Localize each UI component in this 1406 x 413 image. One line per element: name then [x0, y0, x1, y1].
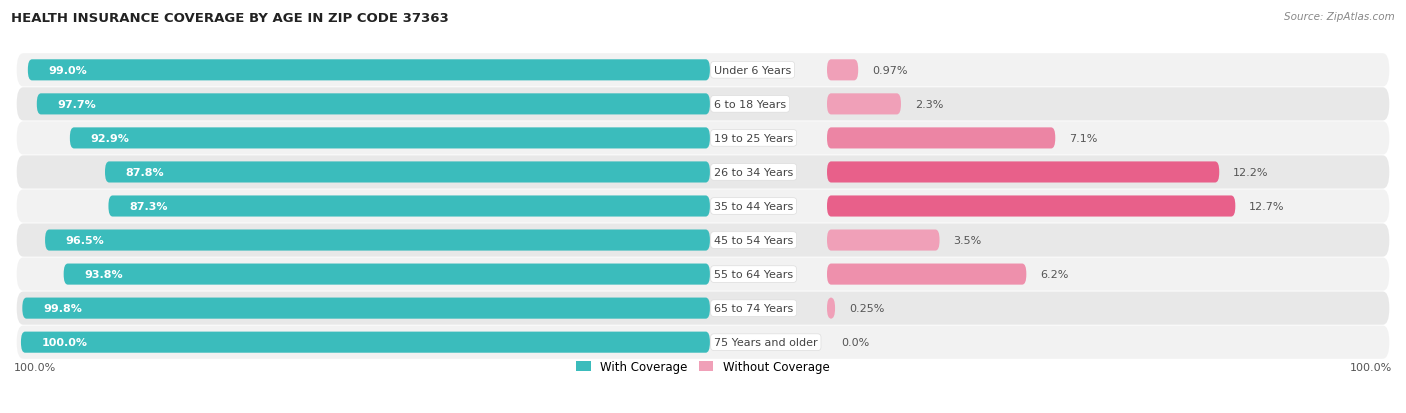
FancyBboxPatch shape [17, 292, 1389, 325]
FancyBboxPatch shape [17, 122, 1389, 155]
FancyBboxPatch shape [21, 332, 710, 353]
FancyBboxPatch shape [827, 230, 939, 251]
Text: 19 to 25 Years: 19 to 25 Years [714, 133, 793, 144]
Text: 12.2%: 12.2% [1233, 168, 1268, 178]
FancyBboxPatch shape [105, 162, 710, 183]
FancyBboxPatch shape [17, 224, 1389, 257]
Text: 99.0%: 99.0% [48, 66, 87, 76]
Text: 92.9%: 92.9% [90, 133, 129, 144]
Text: 100.0%: 100.0% [42, 337, 87, 347]
FancyBboxPatch shape [17, 156, 1389, 189]
FancyBboxPatch shape [17, 88, 1389, 121]
Text: 2.3%: 2.3% [915, 100, 943, 109]
FancyBboxPatch shape [827, 264, 1026, 285]
Text: 87.3%: 87.3% [129, 202, 167, 211]
FancyBboxPatch shape [108, 196, 710, 217]
Text: 0.97%: 0.97% [872, 66, 907, 76]
Text: 6.2%: 6.2% [1040, 269, 1069, 280]
Text: 3.5%: 3.5% [953, 235, 981, 245]
FancyBboxPatch shape [827, 128, 1056, 149]
FancyBboxPatch shape [17, 326, 1389, 359]
Text: 97.7%: 97.7% [58, 100, 96, 109]
Text: 45 to 54 Years: 45 to 54 Years [714, 235, 793, 245]
Text: 75 Years and older: 75 Years and older [714, 337, 818, 347]
Text: 26 to 34 Years: 26 to 34 Years [714, 168, 793, 178]
Text: 87.8%: 87.8% [125, 168, 165, 178]
Text: 99.8%: 99.8% [44, 304, 82, 313]
FancyBboxPatch shape [45, 230, 710, 251]
FancyBboxPatch shape [827, 298, 835, 319]
FancyBboxPatch shape [22, 298, 710, 319]
Text: 12.7%: 12.7% [1249, 202, 1285, 211]
Text: HEALTH INSURANCE COVERAGE BY AGE IN ZIP CODE 37363: HEALTH INSURANCE COVERAGE BY AGE IN ZIP … [11, 12, 449, 25]
Text: 6 to 18 Years: 6 to 18 Years [714, 100, 786, 109]
Text: 65 to 74 Years: 65 to 74 Years [714, 304, 793, 313]
Legend: With Coverage, Without Coverage: With Coverage, Without Coverage [572, 356, 834, 378]
Text: 96.5%: 96.5% [66, 235, 104, 245]
FancyBboxPatch shape [827, 162, 1219, 183]
Text: Under 6 Years: Under 6 Years [714, 66, 792, 76]
FancyBboxPatch shape [17, 54, 1389, 87]
Text: 35 to 44 Years: 35 to 44 Years [714, 202, 793, 211]
FancyBboxPatch shape [37, 94, 710, 115]
FancyBboxPatch shape [17, 258, 1389, 291]
Text: Source: ZipAtlas.com: Source: ZipAtlas.com [1284, 12, 1395, 22]
FancyBboxPatch shape [827, 94, 901, 115]
Text: 100.0%: 100.0% [1350, 362, 1392, 372]
Text: 93.8%: 93.8% [84, 269, 122, 280]
FancyBboxPatch shape [28, 60, 710, 81]
FancyBboxPatch shape [70, 128, 710, 149]
Text: 0.25%: 0.25% [849, 304, 884, 313]
Text: 55 to 64 Years: 55 to 64 Years [714, 269, 793, 280]
Text: 100.0%: 100.0% [14, 362, 56, 372]
FancyBboxPatch shape [17, 190, 1389, 223]
Text: 0.0%: 0.0% [841, 337, 869, 347]
FancyBboxPatch shape [63, 264, 710, 285]
FancyBboxPatch shape [827, 196, 1236, 217]
Text: 7.1%: 7.1% [1069, 133, 1098, 144]
FancyBboxPatch shape [827, 60, 858, 81]
